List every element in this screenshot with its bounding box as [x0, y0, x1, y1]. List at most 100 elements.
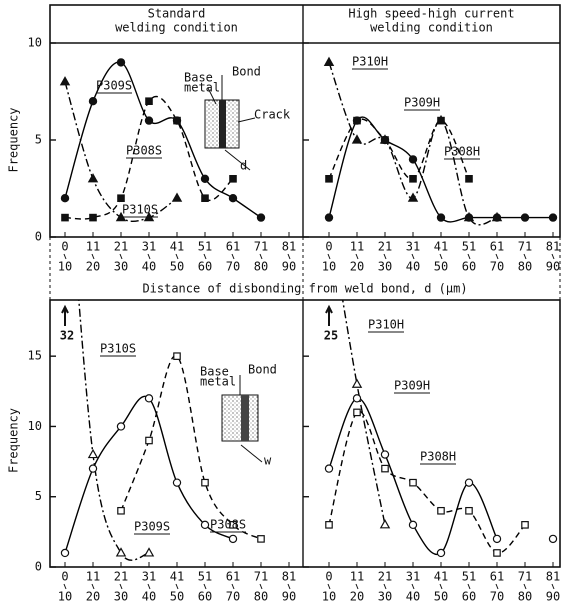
- x-tick-label: 20: [86, 260, 100, 274]
- bottom-frame: [49, 299, 561, 568]
- range-mark: [551, 583, 555, 590]
- marker: [60, 548, 70, 558]
- marker: [173, 352, 181, 360]
- marker: [351, 378, 363, 388]
- value-label: 32: [60, 329, 74, 343]
- marker: [409, 478, 417, 487]
- series-label: P309H: [394, 379, 430, 393]
- x-tick-label: 50: [434, 590, 448, 601]
- marker: [408, 520, 418, 530]
- marker: [351, 134, 363, 144]
- range-mark: [203, 253, 207, 260]
- marker: [436, 213, 446, 222]
- range-mark: [147, 583, 151, 590]
- x-tick-label: 10: [322, 260, 336, 274]
- range-mark: [63, 253, 67, 260]
- marker: [465, 175, 473, 183]
- range-mark: [411, 253, 415, 260]
- y-tick-label: 10: [28, 419, 42, 433]
- x-tick-label: 11: [86, 570, 100, 584]
- off-scale-arrow: [61, 304, 69, 326]
- x-tick-label: 70: [490, 260, 504, 274]
- x-tick-label: 61: [490, 240, 504, 254]
- x-tick-label: 70: [490, 590, 504, 601]
- x-tick-label: 21: [114, 240, 128, 254]
- series-label: P310H: [352, 55, 388, 69]
- plot-area: [60, 113, 265, 561]
- marker: [145, 97, 153, 106]
- marker: [381, 136, 389, 144]
- range-mark: [91, 583, 95, 590]
- inset-diagram: [204, 75, 256, 171]
- x-tick-label: 70: [226, 590, 240, 601]
- x-tick-label: 81: [546, 240, 560, 254]
- range-mark: [383, 583, 387, 590]
- x-tick-label: 41: [170, 570, 184, 584]
- range-mark: [327, 583, 331, 590]
- range-mark: [523, 253, 527, 260]
- plot-area: [324, 300, 558, 558]
- x-tick-label: 51: [198, 240, 212, 254]
- x-tick-label: 0: [61, 240, 68, 254]
- range-mark: [355, 253, 359, 260]
- series-line: [328, 118, 470, 180]
- marker: [115, 547, 127, 557]
- series-label: P309H: [404, 96, 440, 110]
- marker: [61, 113, 69, 121]
- x-tick-label: 71: [254, 240, 268, 254]
- range-mark: [63, 583, 67, 590]
- range-mark: [91, 253, 95, 260]
- x-tick-label: 31: [406, 570, 420, 584]
- marker: [116, 422, 126, 431]
- range-mark: [175, 253, 179, 260]
- marker: [116, 58, 126, 67]
- range-mark: [231, 253, 235, 260]
- x-tick-label: 50: [170, 260, 184, 274]
- marker: [353, 116, 361, 125]
- inset-label: Crack: [254, 108, 291, 122]
- range-mark: [355, 583, 359, 590]
- marker: [325, 521, 333, 529]
- x-tick-label: 0: [325, 570, 332, 584]
- marker: [87, 173, 99, 183]
- marker: [228, 534, 238, 544]
- marker: [145, 436, 153, 445]
- x-tick-label: 51: [462, 240, 476, 254]
- x-tick-label: 10: [58, 260, 72, 274]
- inset-label: d: [240, 159, 247, 173]
- series-line: [341, 300, 386, 525]
- x-tick-label: 51: [462, 570, 476, 584]
- marker: [256, 213, 266, 222]
- x-tick-label: 21: [114, 570, 128, 584]
- range-mark: [203, 583, 207, 590]
- marker: [409, 175, 417, 183]
- x-tick-label: 90: [282, 260, 296, 274]
- x-tick-label: 10: [58, 590, 72, 601]
- marker: [548, 534, 558, 544]
- panel-title: High speed-high current: [348, 7, 514, 21]
- marker: [117, 506, 125, 515]
- marker: [324, 213, 334, 222]
- x-tick-label: 30: [378, 260, 392, 274]
- marker: [493, 549, 501, 557]
- range-mark: [467, 583, 471, 590]
- range-mark: [327, 253, 331, 260]
- x-tick-label: 21: [378, 240, 392, 254]
- x-tick-label: 31: [142, 570, 156, 584]
- x-tick-label: 41: [434, 240, 448, 254]
- x-tick-label: 40: [142, 590, 156, 601]
- series-label: P309S: [134, 520, 170, 534]
- inset-label: w: [264, 454, 272, 468]
- carbide-band: [219, 100, 226, 148]
- marker: [89, 213, 97, 222]
- marker: [492, 534, 502, 544]
- x-tick-label: 81: [546, 570, 560, 584]
- plot-area: [59, 58, 266, 222]
- marker: [492, 213, 502, 222]
- range-mark: [287, 583, 291, 590]
- marker: [257, 535, 265, 543]
- range-mark: [495, 583, 499, 590]
- marker: [200, 174, 210, 183]
- x-tick-label: 11: [86, 240, 100, 254]
